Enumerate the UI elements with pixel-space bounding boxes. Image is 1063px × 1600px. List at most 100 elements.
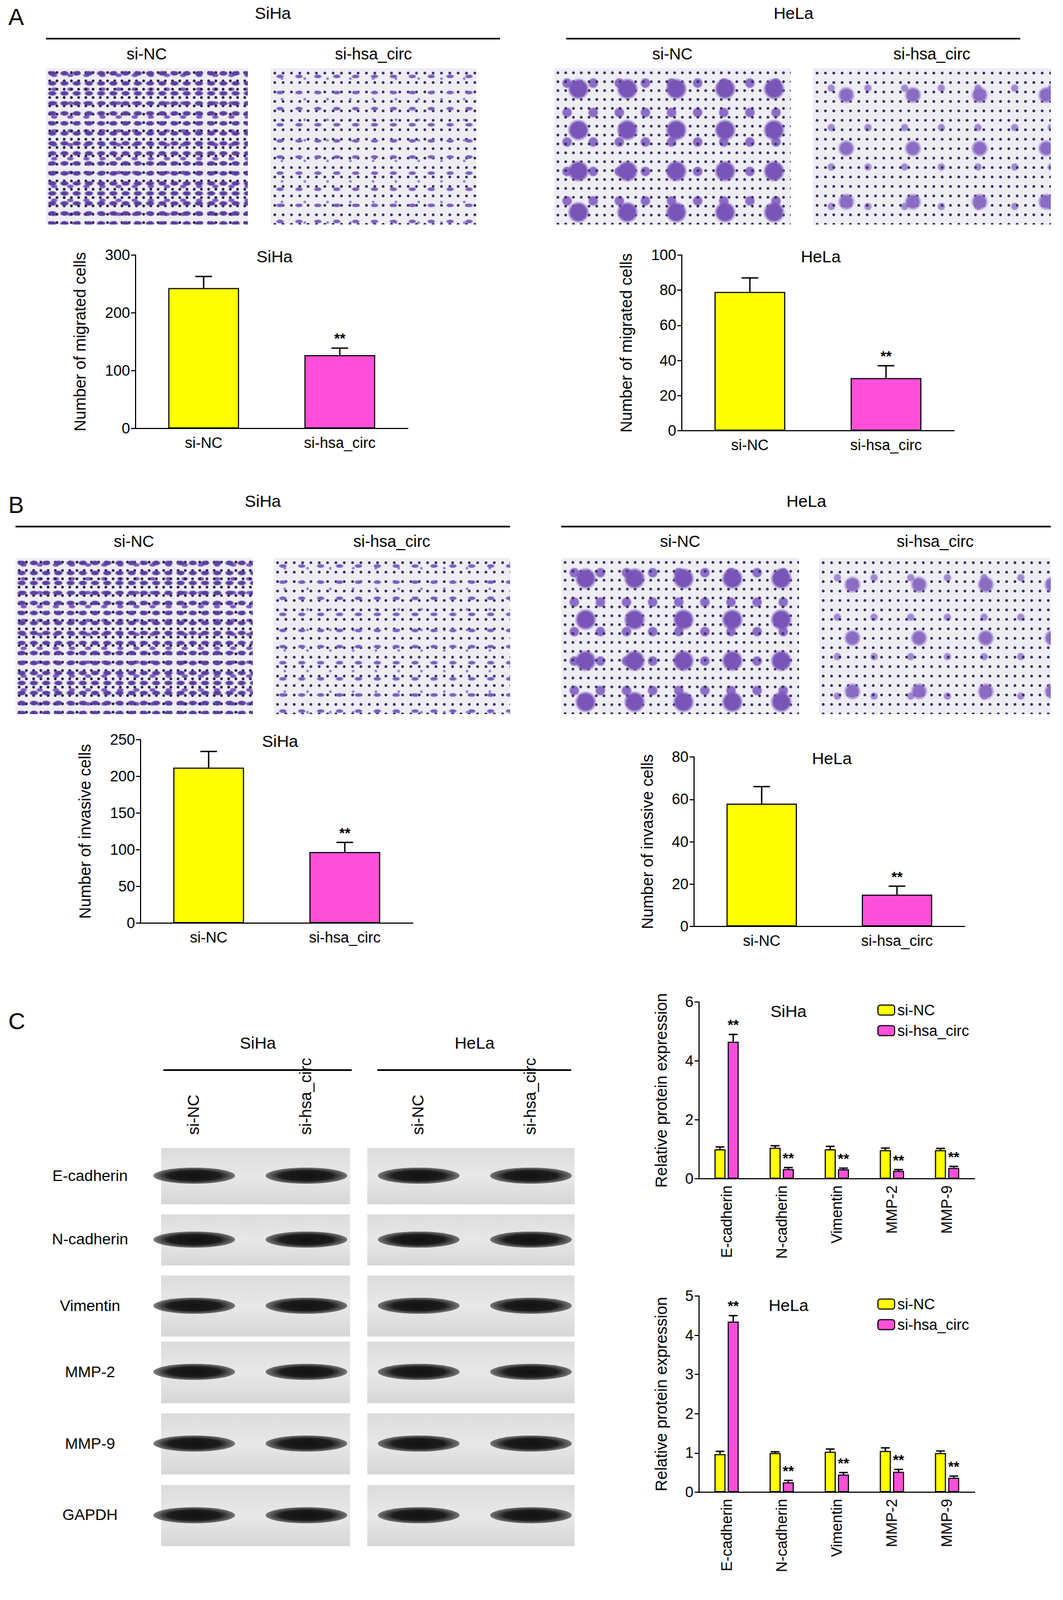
svg-text:**: ** <box>947 1148 960 1166</box>
svg-text:40: 40 <box>659 352 677 369</box>
svg-text:20: 20 <box>671 875 689 893</box>
svg-text:MMP-9: MMP-9 <box>938 1498 956 1547</box>
html-text:si-NC: si-NC <box>652 45 693 63</box>
svg-text:**: ** <box>727 1016 740 1033</box>
svg-text:si-hsa_circ: si-hsa_circ <box>897 1022 970 1040</box>
svg-text:si-hsa_circ: si-hsa_circ <box>303 434 376 452</box>
html-text:SiHa: SiHa <box>254 3 291 23</box>
svg-text:0: 0 <box>126 914 136 932</box>
svg-text:3: 3 <box>685 1365 694 1383</box>
svg-text:0: 0 <box>685 1483 694 1501</box>
svg-text:**: ** <box>782 1149 795 1167</box>
svg-text:HeLa: HeLa <box>768 1295 809 1315</box>
svg-text:6: 6 <box>685 993 694 1011</box>
svg-text:Relative protein expression: Relative protein expression <box>652 992 671 1188</box>
svg-text:Vimentin: Vimentin <box>828 1498 846 1557</box>
svg-text:80: 80 <box>659 281 677 299</box>
svg-text:**: ** <box>880 347 892 365</box>
html-text:SiHa: SiHa <box>239 1033 276 1052</box>
svg-text:200: 200 <box>105 304 131 322</box>
html-text:si-hsa_circ: si-hsa_circ <box>296 1057 315 1135</box>
svg-text:si-NC: si-NC <box>897 1295 936 1313</box>
html-text:GAPDH: GAPDH <box>62 1505 118 1524</box>
svg-text:si-hsa_circ: si-hsa_circ <box>850 436 922 454</box>
svg-text:HeLa: HeLa <box>811 749 852 768</box>
svg-text:**: ** <box>892 1451 905 1469</box>
svg-text:si-NC: si-NC <box>742 932 781 950</box>
svg-text:60: 60 <box>671 790 689 808</box>
svg-text:N-cadherin: N-cadherin <box>773 1498 791 1572</box>
svg-text:MMP-2: MMP-2 <box>883 1498 901 1547</box>
svg-text:si-hsa_circ: si-hsa_circ <box>861 932 933 950</box>
html-text:si-NC: si-NC <box>126 45 167 63</box>
svg-text:Number of invasive cells: Number of invasive cells <box>638 754 657 929</box>
svg-text:50: 50 <box>118 877 136 895</box>
svg-text:4: 4 <box>685 1326 694 1344</box>
svg-text:SiHa: SiHa <box>770 1001 807 1021</box>
html-text:si-hsa_circ: si-hsa_circ <box>353 532 431 551</box>
svg-text:100: 100 <box>651 246 677 264</box>
svg-text:Number of invasive cells: Number of invasive cells <box>76 744 94 919</box>
svg-text:si-NC: si-NC <box>897 1001 936 1019</box>
svg-text:MMP-2: MMP-2 <box>883 1185 901 1234</box>
svg-text:60: 60 <box>659 316 677 334</box>
svg-text:HeLa: HeLa <box>800 247 841 266</box>
svg-text:0: 0 <box>667 422 677 439</box>
svg-text:250: 250 <box>110 731 136 748</box>
svg-text:si-NC: si-NC <box>185 434 223 452</box>
svg-text:**: ** <box>947 1458 960 1475</box>
svg-text:**: ** <box>837 1150 850 1167</box>
html-text:si-NC: si-NC <box>408 1094 427 1135</box>
svg-text:si-hsa_circ: si-hsa_circ <box>308 929 381 946</box>
svg-text:0: 0 <box>121 420 131 437</box>
svg-text:5: 5 <box>685 1287 694 1305</box>
html-text:si-NC: si-NC <box>113 532 155 551</box>
svg-text:SiHa: SiHa <box>256 247 293 266</box>
svg-text:**: ** <box>891 868 903 886</box>
html-text:si-hsa_circ: si-hsa_circ <box>521 1057 540 1135</box>
html-text:SiHa: SiHa <box>244 491 281 511</box>
svg-text:Vimentin: Vimentin <box>828 1185 846 1244</box>
svg-text:E-cadherin: E-cadherin <box>718 1498 736 1572</box>
svg-text:MMP-9: MMP-9 <box>938 1185 956 1234</box>
svg-text:si-NC: si-NC <box>731 436 770 454</box>
svg-text:0: 0 <box>680 917 689 935</box>
svg-text:20: 20 <box>659 387 677 404</box>
svg-text:SiHa: SiHa <box>261 731 298 751</box>
html-text:HeLa: HeLa <box>773 3 814 23</box>
svg-text:150: 150 <box>110 804 136 822</box>
svg-text:300: 300 <box>105 246 131 264</box>
svg-text:**: ** <box>727 1297 740 1315</box>
html-text:E-cadherin: E-cadherin <box>52 1166 128 1185</box>
svg-text:E-cadherin: E-cadherin <box>718 1185 736 1259</box>
svg-text:**: ** <box>892 1151 905 1169</box>
svg-text:**: ** <box>338 824 351 842</box>
svg-text:Number of migrated cells: Number of migrated cells <box>71 252 89 432</box>
svg-text:2: 2 <box>685 1111 694 1129</box>
svg-text:**: ** <box>837 1454 850 1472</box>
svg-text:100: 100 <box>110 841 136 858</box>
svg-text:si-NC: si-NC <box>190 929 228 946</box>
svg-text:0: 0 <box>685 1170 694 1187</box>
svg-text:**: ** <box>333 330 346 347</box>
html-text:Vimentin: Vimentin <box>59 1296 121 1315</box>
svg-text:2: 2 <box>685 1405 694 1422</box>
html-text:HeLa: HeLa <box>786 491 827 511</box>
svg-text:Number of migrated cells: Number of migrated cells <box>617 253 636 433</box>
html-text:si-NC: si-NC <box>660 532 701 551</box>
svg-text:Relative protein expression: Relative protein expression <box>652 1296 671 1492</box>
html-text:si-hsa_circ: si-hsa_circ <box>334 45 412 63</box>
svg-text:1: 1 <box>685 1444 694 1461</box>
svg-text:100: 100 <box>105 362 131 379</box>
html-text:si-hsa_circ: si-hsa_circ <box>896 532 974 551</box>
svg-text:N-cadherin: N-cadherin <box>773 1185 791 1259</box>
html-text:si-hsa_circ: si-hsa_circ <box>893 45 971 63</box>
svg-text:si-hsa_circ: si-hsa_circ <box>897 1316 970 1334</box>
svg-text:**: ** <box>782 1462 795 1480</box>
svg-text:80: 80 <box>671 748 689 766</box>
svg-text:40: 40 <box>671 833 689 851</box>
svg-text:200: 200 <box>110 767 136 785</box>
html-text:si-NC: si-NC <box>184 1094 203 1135</box>
html-text:HeLa: HeLa <box>454 1033 495 1052</box>
svg-text:4: 4 <box>685 1052 694 1070</box>
